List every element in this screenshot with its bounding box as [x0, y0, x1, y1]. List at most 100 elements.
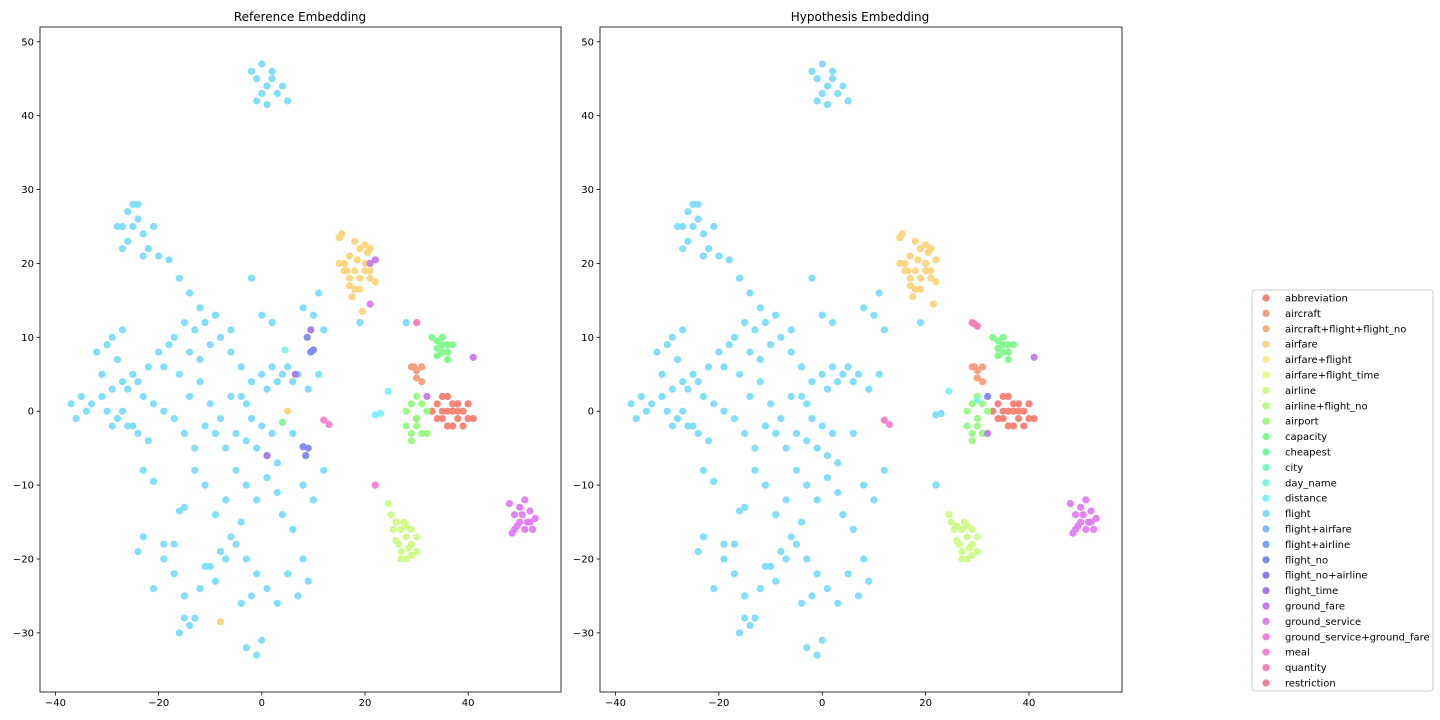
- point-flight-117: [854, 592, 863, 600]
- point-flight-24: [715, 252, 723, 260]
- point-flight-144: [289, 429, 297, 437]
- reference-x-tick-label: −40: [45, 698, 66, 709]
- point-airline-1: [947, 518, 956, 526]
- point-flight-98: [772, 511, 780, 519]
- point-flight-92: [232, 466, 240, 474]
- point-flight-119: [860, 555, 868, 563]
- point-flight-116: [284, 570, 292, 578]
- point-airfare-23: [366, 245, 374, 253]
- hypothesis-y-tick-label: −20: [573, 555, 594, 566]
- point-ground-service-4: [1087, 507, 1095, 515]
- point-flight-2: [818, 60, 826, 68]
- point-abbreviation-10: [443, 392, 452, 400]
- hypothesis-ticks: −40 −20 0 20 40 −30 −20 −10 0 10 20 30 40 50: [573, 37, 1035, 709]
- point-airline-8: [402, 555, 410, 563]
- legend-marker-flight-no: [1262, 556, 1270, 564]
- point-flight-25: [725, 256, 733, 264]
- point-flight-119: [299, 555, 307, 563]
- point-flight-168: [689, 422, 697, 430]
- legend-label-aircraft: aircraft: [1285, 309, 1321, 320]
- point-flight-27: [175, 274, 183, 282]
- point-flight-85: [273, 378, 281, 386]
- point-flight-79: [808, 378, 816, 386]
- point-flight-125: [206, 562, 214, 571]
- point-day-name-0: [281, 346, 289, 354]
- point-flight-151: [937, 409, 945, 417]
- point-flight-136: [870, 311, 878, 319]
- point-flight-31: [170, 333, 178, 341]
- point-flight-110: [782, 555, 790, 563]
- point-flight-159: [175, 370, 183, 378]
- point-flight-112: [803, 555, 811, 563]
- point-flight-84: [263, 385, 271, 393]
- point-ground-service-1: [510, 511, 519, 519]
- point-aircraft-5: [418, 378, 426, 386]
- point-airline-18: [963, 522, 971, 530]
- point-meal-0: [880, 416, 888, 424]
- point-flight-105: [730, 570, 739, 578]
- legend-label-quantity: quantity: [1285, 663, 1327, 674]
- point-flight-22: [149, 222, 158, 231]
- point-flight-76: [813, 444, 821, 452]
- legend-marker-aircraft-flight-flight-no: [1262, 325, 1270, 333]
- point-abbreviation-13: [1020, 422, 1028, 430]
- point-meal-0: [320, 416, 328, 424]
- point-flight-135: [860, 304, 868, 312]
- point-flight-149: [402, 319, 410, 327]
- point-flight-96: [273, 488, 281, 497]
- point-airline-13: [965, 544, 974, 552]
- point-flight-156: [735, 507, 744, 515]
- point-capacity-2: [999, 348, 1007, 356]
- point-airline-8: [963, 555, 971, 563]
- point-airfare-20: [906, 282, 914, 290]
- point-capacity-2: [438, 348, 446, 356]
- point-flight-156: [206, 400, 214, 408]
- point-flight-106: [741, 592, 749, 600]
- point-abbreviation-14: [1025, 400, 1033, 408]
- point-flight-126: [756, 585, 764, 593]
- point-ground-service-14: [1074, 522, 1082, 530]
- point-airfare-22: [361, 267, 369, 275]
- point-airfare-5: [356, 245, 364, 253]
- point-ground-service-3: [1082, 496, 1090, 504]
- point-flight-121: [278, 511, 286, 519]
- reference-y-tick-label: 0: [28, 407, 34, 418]
- point-flight-73: [222, 444, 230, 452]
- point-distance-1: [376, 409, 385, 417]
- point-flight-161: [735, 370, 744, 378]
- point-flight-49: [627, 400, 635, 408]
- point-flight-no-5: [303, 333, 311, 341]
- point-flight-93: [242, 481, 250, 489]
- point-flight-16: [699, 230, 708, 238]
- point-airport-5: [402, 422, 410, 430]
- point-abbreviation-11: [454, 400, 462, 408]
- point-flight-78: [834, 459, 842, 467]
- point-flight-115: [834, 599, 842, 607]
- legend-marker-airport: [1262, 417, 1270, 425]
- point-flight-120: [289, 525, 297, 534]
- point-flight-36: [227, 326, 235, 334]
- point-aircraft-5: [978, 378, 987, 386]
- point-abbreviation-2: [999, 415, 1007, 423]
- point-flight-22: [710, 222, 718, 231]
- point-abbreviation-4: [1009, 400, 1018, 408]
- point-airline-16: [958, 555, 966, 563]
- point-airfare-11: [911, 285, 919, 293]
- point-distance-0: [945, 387, 953, 395]
- point-flight-75: [803, 437, 811, 445]
- point-capacity-4: [994, 352, 1002, 360]
- point-flight-113: [813, 570, 821, 578]
- legend-label-airport: airport: [1285, 417, 1319, 428]
- point-flight-146: [818, 311, 826, 319]
- point-flight-58: [668, 333, 677, 341]
- reference-ticks: −40 −20 0 20 40 −30 −20 −10 0 10 20 30 40 50: [13, 37, 475, 709]
- point-airfare-21: [356, 285, 364, 293]
- point-airline-9: [968, 551, 976, 559]
- point-flight-81: [268, 363, 276, 371]
- point-flight-166: [854, 370, 863, 378]
- point-capacity-8: [994, 344, 1002, 352]
- point-flight-0: [808, 67, 816, 75]
- point-airfare-27: [216, 618, 225, 626]
- point-flight-104: [160, 555, 168, 563]
- legend-marker-ground-service: [1262, 617, 1270, 626]
